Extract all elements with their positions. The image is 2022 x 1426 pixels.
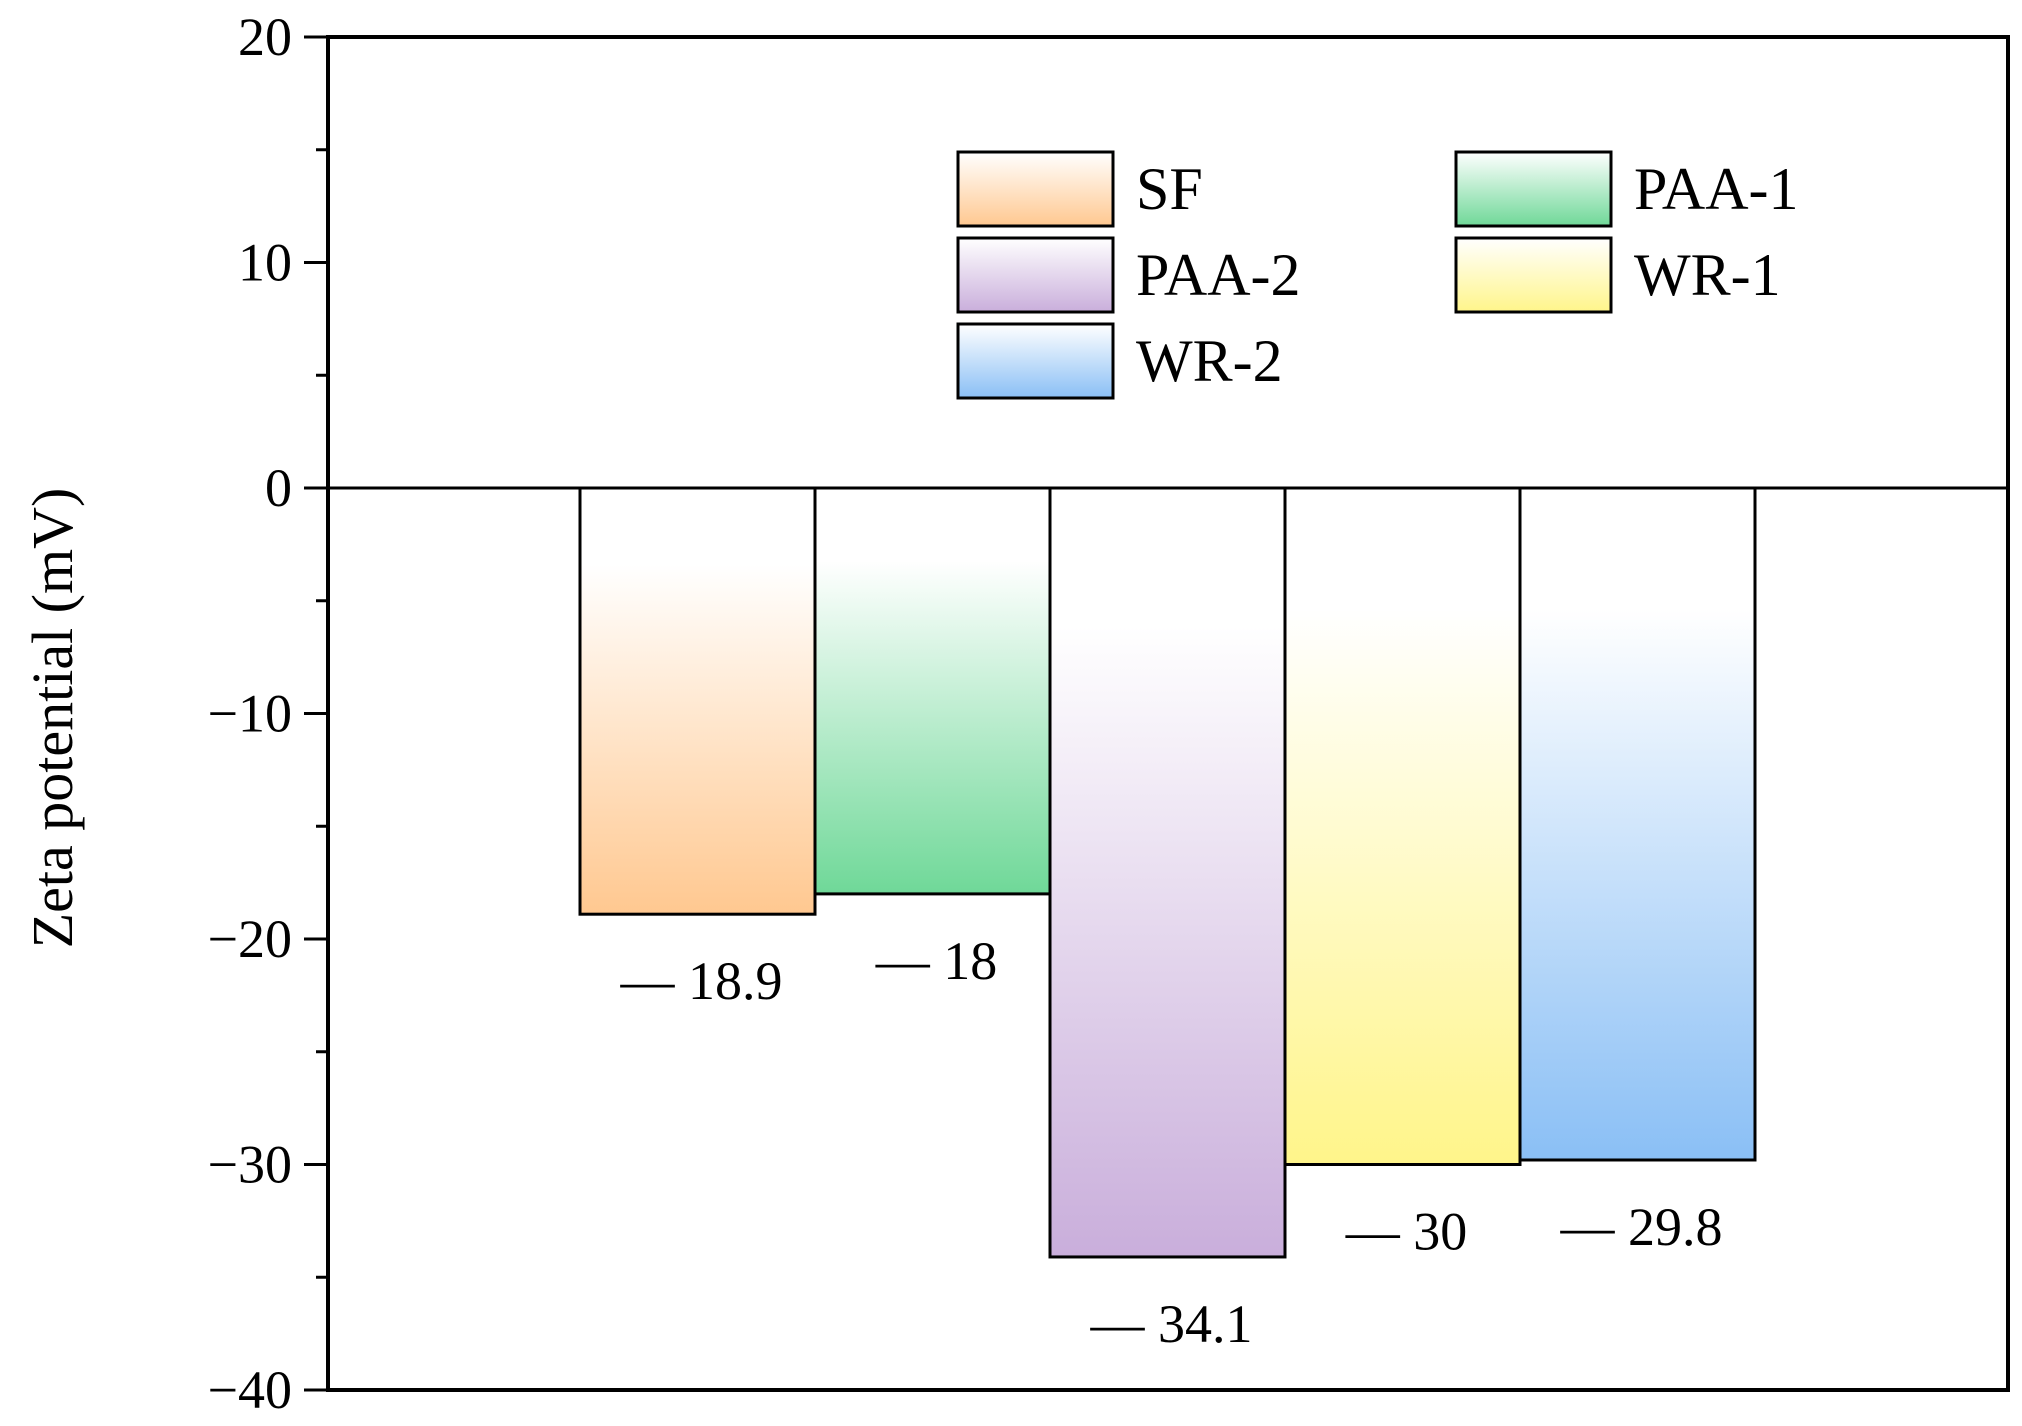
y-axis-title: Zeta potential (mV) [20,488,85,949]
data-label-paa-2: — 34.1 [1090,1294,1253,1354]
legend-swatch-paa-2 [956,236,1115,314]
y-tick-label: −20 [208,909,292,969]
y-tick-label: 10 [238,233,292,293]
bar-wr-2 [1518,486,1757,1162]
legend-label-wr-2: WR-2 [1136,328,1283,394]
legend-label-paa-2: PAA-2 [1136,242,1301,308]
y-tick-label: −40 [208,1360,292,1420]
y-tick-label: 20 [238,7,292,67]
y-tick-label: 0 [265,458,292,518]
bar-paa-2 [1048,486,1287,1259]
y-tick-label: −10 [208,684,292,744]
legend-swatch-wr-2 [956,322,1115,400]
legend-swatch-sf [956,150,1115,228]
legend-swatch-wr-1 [1454,236,1613,314]
legend-label-sf: SF [1136,156,1203,222]
bar-wr-1 [1283,486,1522,1166]
data-label-wr-1: — 30 [1345,1202,1468,1262]
bar-sf [578,486,817,916]
legend-label-paa-1: PAA-1 [1634,156,1799,222]
legend-swatch-paa-1 [1454,150,1613,228]
data-label-wr-2: — 29.8 [1560,1197,1723,1257]
data-label-sf: — 18.9 [620,951,783,1011]
data-label-paa-1: — 18 [875,931,998,991]
legend-label-wr-1: WR-1 [1634,242,1781,308]
y-tick-label: −30 [208,1135,292,1195]
bar-paa-1 [813,486,1052,896]
